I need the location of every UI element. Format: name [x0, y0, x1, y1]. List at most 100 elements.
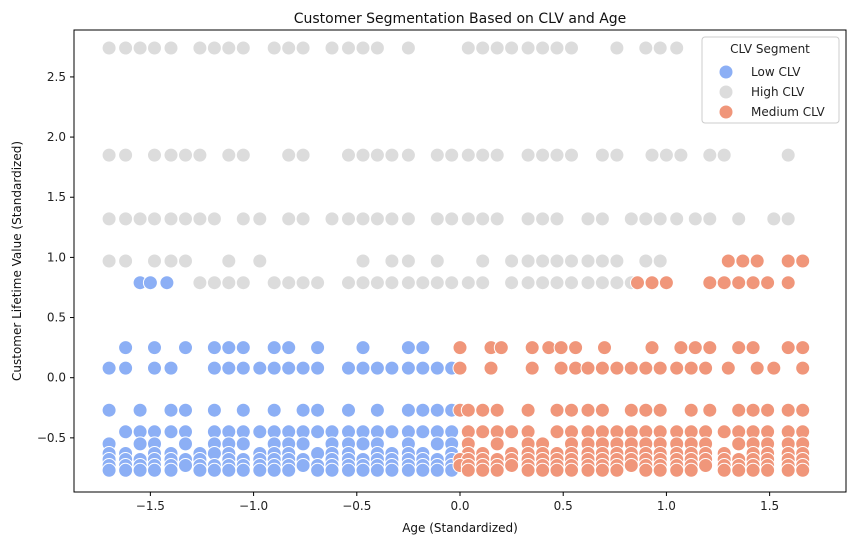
data-point — [163, 253, 179, 269]
data-point — [766, 360, 782, 376]
data-point — [489, 147, 505, 163]
data-point — [795, 253, 811, 269]
x-tick-label: −0.5 — [342, 499, 371, 513]
data-point — [504, 253, 520, 269]
data-point — [520, 402, 536, 418]
y-tick-label: 1.0 — [47, 250, 66, 264]
data-point — [549, 147, 565, 163]
data-point — [206, 360, 222, 376]
data-point — [101, 462, 117, 478]
data-point — [266, 402, 282, 418]
data-point — [295, 40, 311, 56]
data-point — [520, 275, 536, 291]
data-point — [716, 462, 732, 478]
data-point — [652, 40, 668, 56]
data-point — [147, 40, 162, 56]
legend-title: CLV Segment — [730, 42, 810, 56]
data-point — [235, 436, 251, 452]
data-point — [252, 424, 268, 440]
data-point — [630, 275, 645, 291]
data-point — [235, 462, 251, 478]
series-low-clv — [101, 275, 460, 478]
data-point — [310, 360, 326, 376]
data-point — [716, 424, 732, 440]
data-point — [535, 211, 551, 227]
data-point — [192, 147, 208, 163]
data-point — [355, 253, 371, 269]
data-point — [683, 360, 699, 376]
data-point — [489, 211, 505, 227]
data-point — [252, 360, 268, 376]
data-point — [252, 462, 268, 478]
data-point — [475, 147, 491, 163]
data-point — [266, 340, 282, 356]
data-point — [281, 340, 297, 356]
data-point — [235, 340, 251, 356]
data-point — [429, 360, 445, 376]
data-point — [415, 360, 431, 376]
data-point — [698, 360, 714, 376]
data-point — [580, 462, 596, 478]
legend-marker — [718, 64, 734, 80]
data-point — [594, 211, 610, 227]
data-point — [524, 340, 540, 356]
data-point — [400, 275, 416, 291]
series-high-clv — [101, 40, 796, 291]
data-point — [564, 402, 579, 418]
data-point — [178, 340, 193, 356]
data-point — [118, 462, 134, 478]
data-point — [535, 462, 551, 478]
data-point — [766, 211, 782, 227]
legend-label: High CLV — [751, 85, 805, 99]
data-point — [735, 253, 751, 269]
data-point — [524, 360, 540, 376]
data-point — [520, 462, 536, 478]
data-point — [702, 275, 718, 291]
data-point — [460, 40, 476, 56]
data-point — [266, 360, 282, 376]
data-point — [415, 275, 431, 291]
data-point — [281, 40, 297, 56]
data-point — [163, 462, 179, 478]
data-point — [221, 40, 237, 56]
data-point — [192, 40, 208, 56]
data-point — [252, 253, 268, 269]
data-point — [118, 147, 134, 163]
data-point — [192, 275, 208, 291]
data-point — [355, 436, 371, 452]
data-point — [489, 40, 505, 56]
data-point — [384, 275, 400, 291]
data-point — [475, 211, 491, 227]
data-point — [163, 402, 179, 418]
data-point — [780, 402, 796, 418]
data-point — [132, 402, 148, 418]
data-point — [669, 211, 685, 227]
data-point — [638, 462, 654, 478]
data-point — [444, 211, 460, 227]
data-point — [731, 436, 747, 452]
data-point — [221, 253, 237, 269]
data-point — [355, 211, 371, 227]
data-point — [444, 275, 460, 291]
x-tick-label: 0.5 — [554, 499, 573, 513]
data-point — [673, 340, 689, 356]
data-point — [159, 275, 175, 291]
y-axis-ticks: −0.5 0.0 0.5 1.0 1.5 2.0 2.5 — [37, 70, 74, 445]
data-point — [192, 211, 208, 227]
data-point — [564, 147, 579, 163]
chart-title: Customer Segmentation Based on CLV and A… — [294, 11, 627, 27]
data-point — [310, 402, 326, 418]
data-point — [206, 40, 222, 56]
data-point — [609, 147, 625, 163]
x-tick-label: −1.0 — [239, 499, 268, 513]
data-point — [609, 275, 625, 291]
y-tick-label: 0.0 — [47, 371, 66, 385]
data-point — [795, 340, 811, 356]
legend-label: Low CLV — [751, 65, 801, 79]
data-point — [564, 40, 579, 56]
data-point — [749, 253, 765, 269]
data-point — [310, 275, 326, 291]
data-point — [568, 340, 584, 356]
data-point — [101, 147, 117, 163]
data-point — [132, 436, 148, 452]
